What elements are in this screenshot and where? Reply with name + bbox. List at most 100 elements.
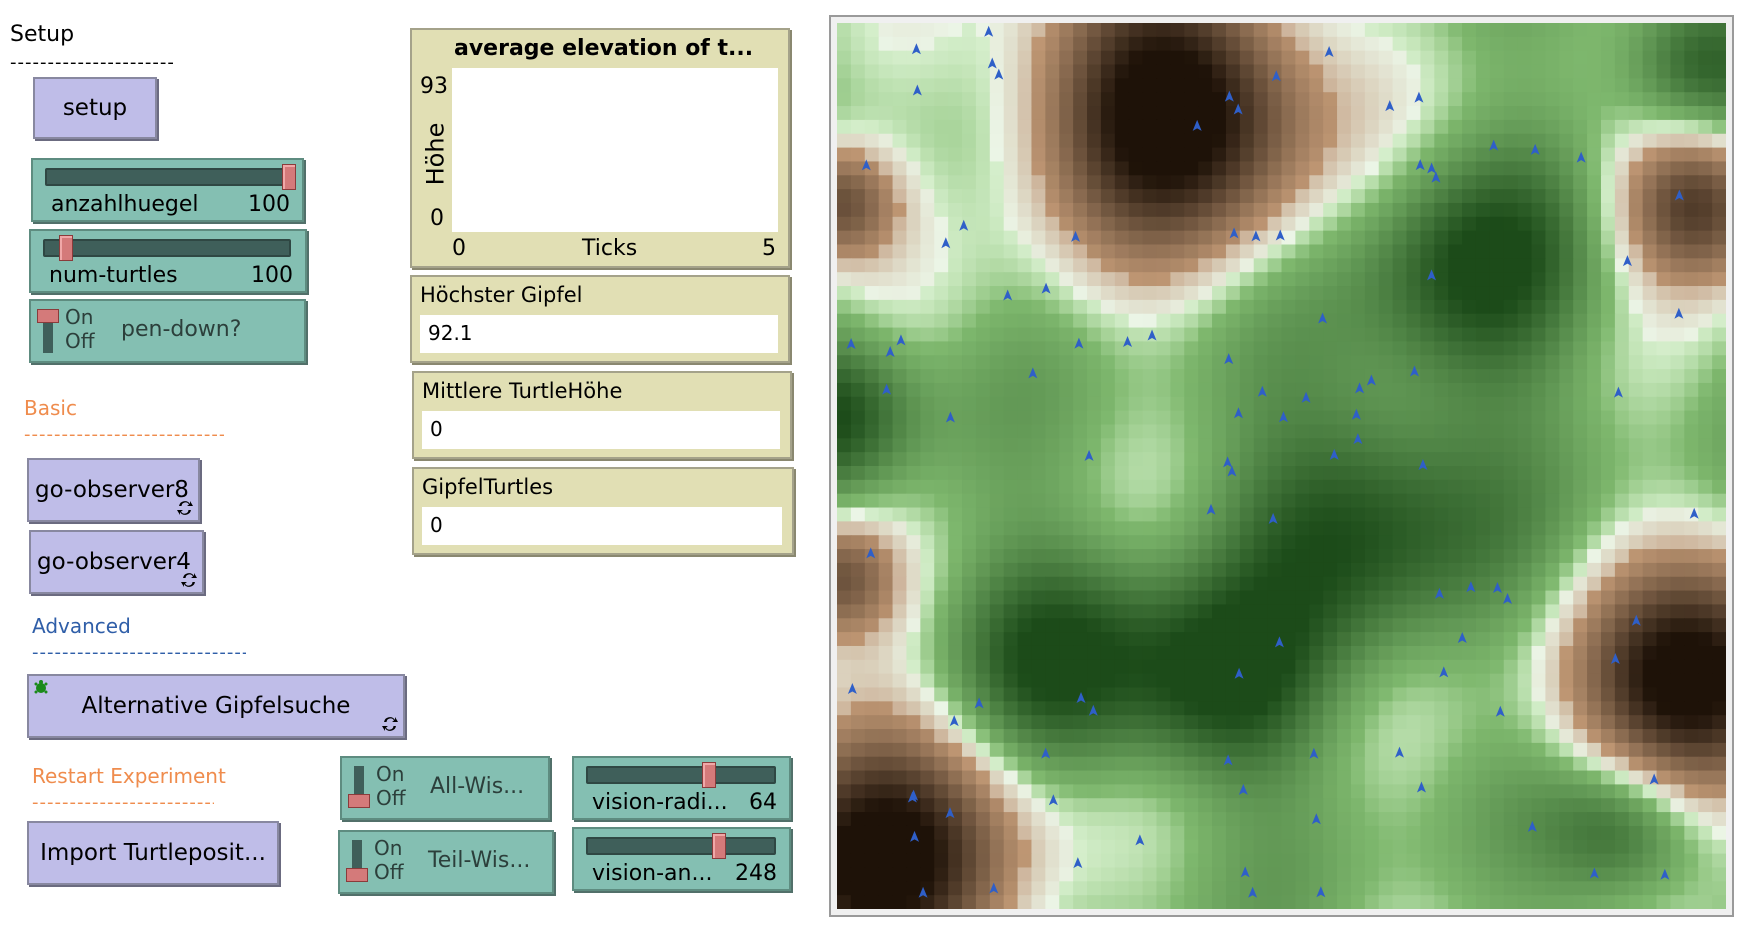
turtle-icon bbox=[1028, 367, 1038, 379]
teil-wissen-name: Teil-Wis... bbox=[428, 848, 531, 873]
turtle-icon bbox=[1074, 337, 1084, 349]
vision-angle-value: 248 bbox=[735, 861, 777, 886]
go-observer8-button[interactable]: go-observer8 bbox=[27, 458, 200, 522]
world-view[interactable] bbox=[829, 15, 1734, 917]
forever-icon bbox=[177, 501, 193, 515]
turtle-icon bbox=[1223, 754, 1233, 766]
turtle-icon bbox=[1418, 458, 1428, 470]
turtle-icon bbox=[1271, 70, 1281, 82]
num-turtles-slider[interactable]: num-turtles 100 bbox=[29, 229, 307, 293]
turtle-icon bbox=[1041, 282, 1051, 294]
turtle-icon bbox=[1233, 407, 1243, 419]
setup-note: Setup bbox=[10, 22, 75, 47]
turtle-icon bbox=[912, 84, 922, 96]
anzahlhuegel-value: 100 bbox=[248, 192, 290, 217]
setup-button-label: setup bbox=[62, 95, 128, 121]
mittlere-turtlehoehe-label: Mittlere TurtleHöhe bbox=[422, 379, 623, 403]
go-observer4-button[interactable]: go-observer4 bbox=[29, 530, 204, 594]
setup-button[interactable]: setup bbox=[33, 77, 157, 139]
basic-note: Basic bbox=[24, 396, 77, 420]
all-wissen-switch[interactable]: On Off All-Wis... bbox=[340, 756, 550, 820]
turtle-icon bbox=[989, 882, 999, 894]
elevation-plot: average elevation of t... 93 0 Höhe 0 Ti… bbox=[410, 28, 790, 268]
turtle-icon bbox=[1409, 365, 1419, 377]
teil-wissen-knob[interactable] bbox=[346, 868, 368, 882]
turtle-icon bbox=[1309, 747, 1319, 759]
turtle-icon bbox=[1576, 151, 1586, 163]
turtle-icon bbox=[1147, 329, 1157, 341]
vision-radius-value: 64 bbox=[749, 790, 777, 815]
forever-icon bbox=[382, 717, 398, 731]
turtle-icon bbox=[1224, 353, 1234, 365]
turtle-icon bbox=[1318, 312, 1328, 324]
turtle-icon bbox=[911, 43, 921, 55]
turtle-icon bbox=[1613, 386, 1623, 398]
turtle-icon bbox=[1301, 391, 1311, 403]
import-turtlepositions-button[interactable]: Import Turtleposit... bbox=[27, 821, 279, 885]
turtle-icon bbox=[1394, 746, 1404, 758]
teil-wissen-switch[interactable]: On Off Teil-Wis... bbox=[338, 830, 554, 894]
pen-down-switch[interactable]: On Off pen-down? bbox=[29, 299, 306, 363]
turtle-icon bbox=[1503, 592, 1513, 604]
vision-radius-track[interactable] bbox=[586, 766, 776, 784]
turtle-icon bbox=[1385, 100, 1395, 112]
turtle-icon bbox=[1631, 614, 1641, 626]
gipfelturtles-label: GipfelTurtles bbox=[422, 475, 554, 499]
turtle-icon bbox=[1660, 868, 1670, 880]
turtle-icon bbox=[896, 334, 906, 346]
turtle-icon bbox=[1311, 813, 1321, 825]
turtle-icon bbox=[907, 791, 917, 803]
restart-note: Restart Experiment bbox=[32, 764, 226, 788]
mittlere-turtlehoehe-value: 0 bbox=[422, 411, 780, 449]
turtle-icon bbox=[1229, 227, 1239, 239]
turtle-icon bbox=[1351, 408, 1361, 420]
num-turtles-track[interactable] bbox=[43, 239, 291, 257]
all-wissen-name: All-Wis... bbox=[430, 774, 525, 799]
num-turtles-thumb[interactable] bbox=[59, 235, 73, 261]
turtle-icon bbox=[1088, 704, 1098, 716]
turtle-icon bbox=[984, 25, 994, 37]
vision-radius-name: vision-radi... bbox=[592, 790, 728, 815]
turtle-icon bbox=[1427, 269, 1437, 281]
vision-angle-track[interactable] bbox=[586, 837, 776, 855]
restart-rule: ------------------------- bbox=[32, 792, 214, 813]
turtle-icon bbox=[1257, 385, 1267, 397]
alternative-gipfelsuche-button[interactable]: Alternative Gipfelsuche bbox=[27, 674, 405, 738]
turtle-icon bbox=[1495, 705, 1505, 717]
go-observer4-label: go-observer4 bbox=[37, 549, 191, 575]
anzahlhuegel-track[interactable] bbox=[45, 168, 288, 186]
turtle-icon bbox=[1076, 691, 1086, 703]
turtle-icon bbox=[1674, 307, 1684, 319]
turtle-icon bbox=[1589, 867, 1599, 879]
turtle-icon bbox=[847, 682, 857, 694]
vision-radius-thumb[interactable] bbox=[702, 762, 716, 788]
turtle-icon bbox=[1530, 143, 1540, 155]
anzahlhuegel-thumb[interactable] bbox=[282, 164, 296, 190]
vision-angle-slider[interactable]: vision-an... 248 bbox=[572, 827, 791, 891]
turtle-icon bbox=[1366, 374, 1376, 386]
turtle-icon bbox=[1492, 582, 1502, 594]
all-wissen-track[interactable] bbox=[354, 766, 364, 808]
plot-ylabel: Höhe bbox=[421, 122, 450, 186]
vision-radius-slider[interactable]: vision-radi... 64 bbox=[572, 756, 791, 820]
anzahlhuegel-slider[interactable]: anzahlhuegel 100 bbox=[31, 158, 304, 222]
turtle-icon bbox=[1329, 448, 1339, 460]
pen-down-knob[interactable] bbox=[37, 309, 59, 323]
turtle-icon bbox=[974, 697, 984, 709]
vision-angle-thumb[interactable] bbox=[712, 833, 726, 859]
turtle-icon bbox=[1355, 382, 1365, 394]
turtle-icon bbox=[1192, 119, 1202, 131]
turtle-icon bbox=[1415, 159, 1425, 171]
num-turtles-value: 100 bbox=[251, 263, 293, 288]
turtle-icon bbox=[1689, 507, 1699, 519]
world-canvas[interactable] bbox=[837, 23, 1726, 909]
teil-wissen-track[interactable] bbox=[352, 840, 362, 882]
pen-down-on-label: On bbox=[65, 305, 94, 329]
alternative-gipfelsuche-label: Alternative Gipfelsuche bbox=[81, 693, 351, 719]
vision-angle-name: vision-an... bbox=[592, 861, 713, 886]
plot-ymax: 93 bbox=[420, 74, 448, 99]
pen-down-track[interactable] bbox=[43, 311, 53, 353]
teil-wissen-on-label: On bbox=[374, 836, 403, 860]
turtle-icon bbox=[1135, 834, 1145, 846]
all-wissen-knob[interactable] bbox=[348, 794, 370, 808]
